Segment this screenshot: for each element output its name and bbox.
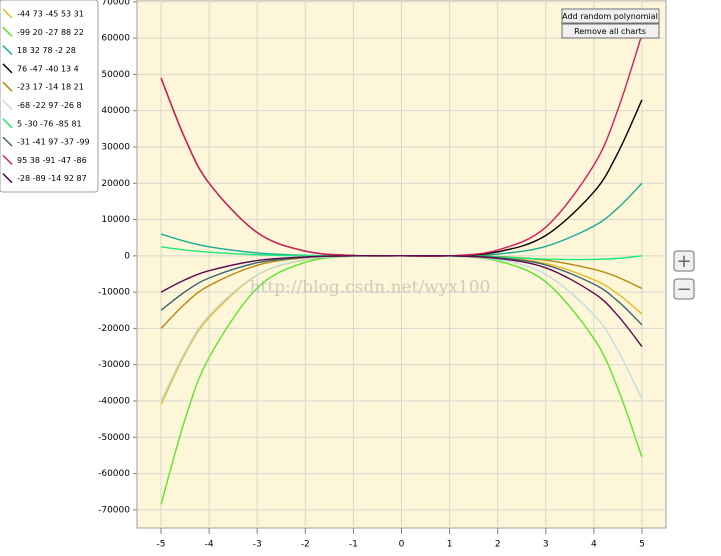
y-tick-label: -70000 — [98, 505, 130, 515]
lines — [160, 34, 643, 505]
legend-swatch — [2, 8, 13, 19]
remove-button[interactable] — [561, 23, 660, 39]
legend-swatch — [2, 26, 13, 37]
x-tick-label: 0 — [399, 540, 405, 550]
legend-label: -68 -22 97 -26 8 — [17, 101, 82, 110]
x-tick-label: -2 — [301, 540, 310, 550]
x-tick-label: -5 — [157, 540, 166, 550]
add-button[interactable] — [561, 8, 660, 24]
legend-items: -44 73 -45 53 31 -99 20 -27 88 22 18 32 78… — [2, 8, 90, 184]
y-tick-label: 10000 — [101, 215, 130, 225]
y-tick-label: 0 — [124, 251, 130, 261]
y-tick-label: 60000 — [101, 34, 130, 44]
legend-label: -23 17 -14 18 21 — [17, 83, 84, 92]
watermark: http://blog.csdn.net/wyx100 — [250, 278, 491, 298]
legend-label: 18 32 78 -2 28 — [17, 46, 76, 55]
y-tick-label: -60000 — [98, 469, 130, 479]
y-tick-label: 20000 — [101, 179, 130, 189]
legend — [0, 0, 99, 193]
legend-label: 5 -30 -76 -85 81 — [17, 119, 82, 128]
y-tick-label: 40000 — [101, 106, 130, 116]
grid — [133, 0, 666, 534]
series-line — [160, 254, 643, 347]
x-tick-label: -3 — [253, 540, 262, 550]
x-tick-label: 5 — [639, 540, 645, 550]
legend-label: -28 -89 -14 92 87 — [17, 174, 87, 183]
legend-swatch — [2, 136, 13, 147]
y-tick-label: -10000 — [98, 288, 130, 298]
remove-button-label[interactable]: Remove all charts — [574, 27, 646, 36]
legend-swatch — [2, 173, 13, 184]
legend-swatch — [2, 45, 13, 56]
legend-label: 76 -47 -40 13 4 — [17, 64, 79, 73]
x-tick-label: 2 — [495, 540, 501, 550]
y-tick-label: -40000 — [98, 396, 130, 406]
legend-swatch — [2, 118, 13, 129]
y-tick-label: 50000 — [101, 70, 130, 80]
zoom-out-button[interactable] — [673, 278, 695, 300]
legend-swatch — [2, 99, 13, 111]
legend-swatch — [2, 154, 13, 165]
x-tick-label: 3 — [543, 540, 549, 550]
add-button-label[interactable]: Add random polynomial — [562, 12, 658, 21]
x-tick-label: 4 — [591, 540, 597, 550]
legend-swatch — [2, 63, 13, 74]
x-tick-label: -1 — [349, 540, 358, 550]
y-tick-label: 30000 — [101, 142, 130, 152]
x-tick-label: -4 — [205, 540, 214, 550]
legend-label: -31 -41 97 -37 -99 — [17, 138, 90, 147]
legend-label: -44 73 -45 53 31 — [17, 10, 84, 19]
x-tick-label: 1 — [447, 540, 453, 550]
legend-label: -99 20 -27 88 22 — [17, 28, 84, 37]
legend-swatch — [2, 81, 13, 92]
zoom-in-button[interactable] — [673, 250, 695, 272]
y-tick-label: -30000 — [98, 360, 130, 370]
y-tick-label: 70000 — [101, 0, 130, 7]
y-tick-label: -20000 — [98, 324, 130, 334]
zoom-in-label[interactable]: + — [676, 251, 691, 272]
y-tick-label: -50000 — [98, 433, 130, 443]
zoom-out-label[interactable]: − — [676, 279, 691, 300]
legend-label: 95 38 -91 -47 -86 — [17, 156, 87, 165]
